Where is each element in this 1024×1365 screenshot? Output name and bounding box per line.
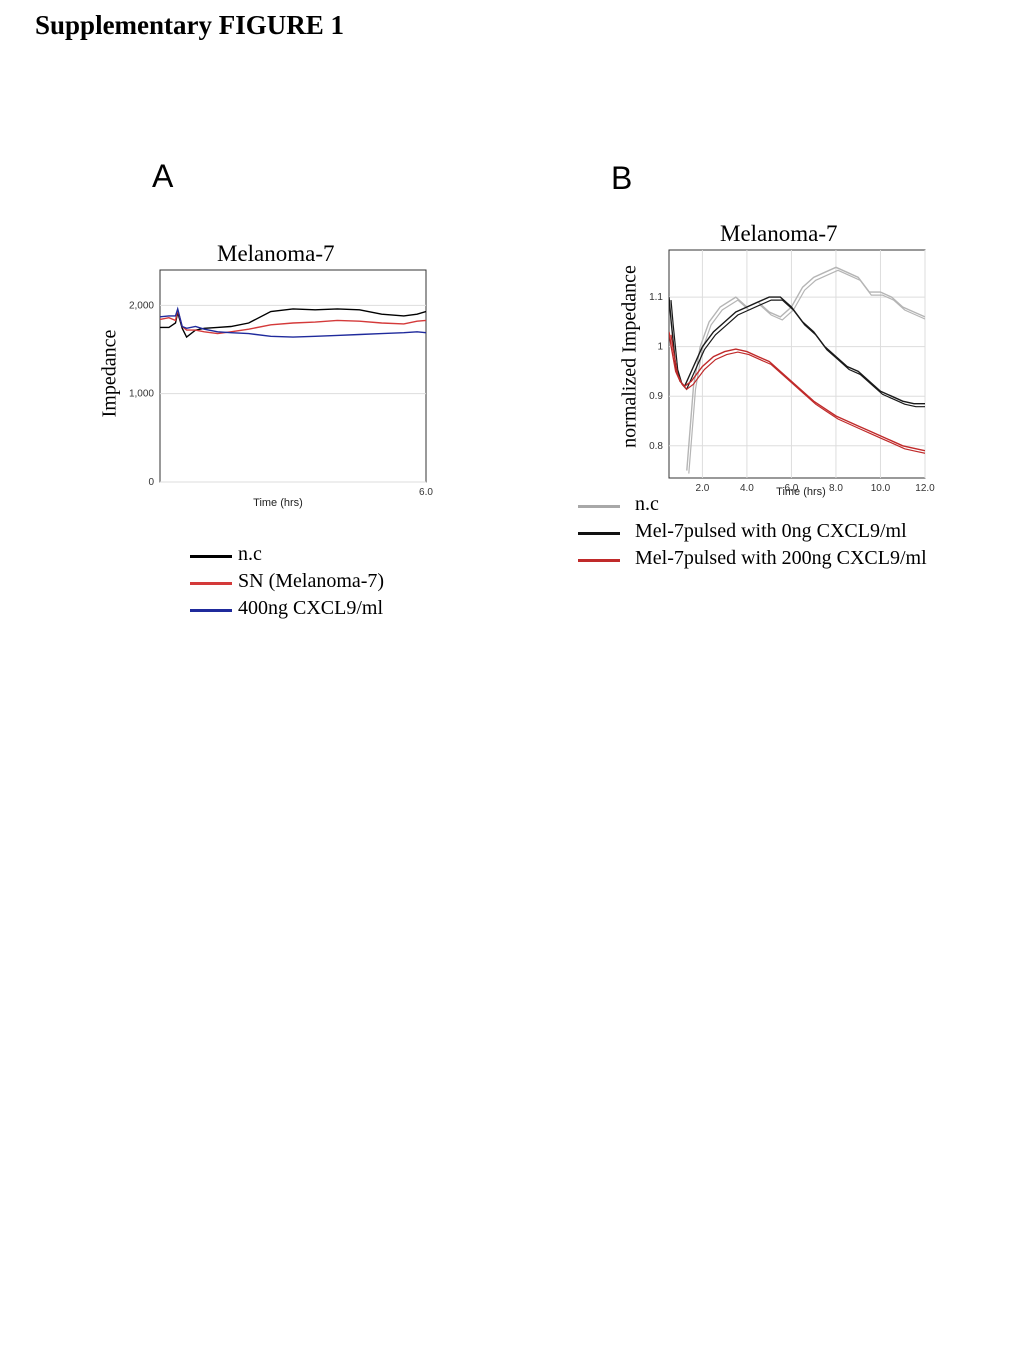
chart-b-y-axis-title: normalized Impedance: [618, 265, 641, 448]
chart-a-title: Melanoma-7: [217, 241, 335, 266]
panel-b-letter: B: [611, 160, 633, 196]
chart-b-x-tick-label: 4.0: [740, 483, 754, 494]
legend-swatch-b-0ng: [578, 532, 620, 535]
chart-b-x-axis-label: Time (hrs): [776, 486, 826, 498]
chart-a-y-tick-label: 1,000: [129, 389, 154, 400]
chart-b-x-tick-label: 6.0: [784, 483, 798, 494]
chart-b-x-tick-label: 8.0: [829, 483, 843, 494]
chart-a-x-axis-label: Time (hrs): [253, 497, 303, 509]
page-heading: Supplementary FIGURE 1: [35, 10, 345, 40]
legend-label-b-200ng: Mel-7pulsed with 200ng CXCL9/ml: [635, 547, 927, 569]
panel-a-letter: A: [152, 158, 174, 194]
legend-swatch-cxcl9: [190, 609, 232, 612]
legend-label-sn: SN (Melanoma-7): [238, 570, 385, 592]
legend-label-cxcl9: 400ng CXCL9/ml: [238, 597, 384, 619]
legend-swatch-b-nc: [578, 505, 620, 508]
chart-b-series-line-0: [686, 266, 925, 471]
chart-a-plot: 0 1,000 2,000 6.0 Time (hrs): [129, 269, 433, 509]
chart-b-y-tick-label: 1.1: [649, 292, 663, 303]
legend-swatch-sn: [190, 582, 232, 585]
chart-b-series-replicate-line-0: [688, 269, 925, 474]
chart-b-title: Melanoma-7: [720, 221, 838, 246]
chart-b-y-tick-label: 0.9: [649, 391, 663, 402]
legend-swatch-b-200ng: [578, 559, 620, 562]
chart-a-x-tick-label: 6.0: [419, 487, 433, 498]
chart-b-y-tick-label: 0.8: [649, 441, 663, 452]
legend-label-nc: n.c: [238, 543, 262, 565]
chart-b-y-tick-label: 1: [657, 342, 663, 353]
chart-b-x-tick-label: 2.0: [695, 483, 709, 494]
chart-a-y-tick-label: 2,000: [129, 300, 154, 311]
chart-a-y-tick-label: 0: [148, 477, 154, 488]
legend-swatch-nc: [190, 555, 232, 558]
chart-b-x-tick-label: 12.0: [915, 483, 935, 494]
chart-b-series-line-2: [669, 331, 925, 452]
chart-b-x-tick-label: 10.0: [871, 483, 891, 494]
chart-b-series-replicate-line-1: [670, 299, 925, 408]
chart-a-series-line-2: [160, 306, 426, 338]
legend-label-b-0ng: Mel-7pulsed with 0ng CXCL9/ml: [635, 520, 907, 542]
chart-b-plot-frame: [668, 249, 926, 479]
legend-label-b-nc: n.c: [635, 493, 659, 515]
chart-b-series-line-1: [669, 296, 925, 405]
chart-b-plot: 0.8 0.9 1 1.1 2.0 4.0 6.0 8.0 10.0 12.0 Time (hrs): [649, 249, 935, 498]
chart-b-series-replicate-line-2: [670, 334, 925, 454]
chart-a-plot-frame: [159, 269, 427, 483]
